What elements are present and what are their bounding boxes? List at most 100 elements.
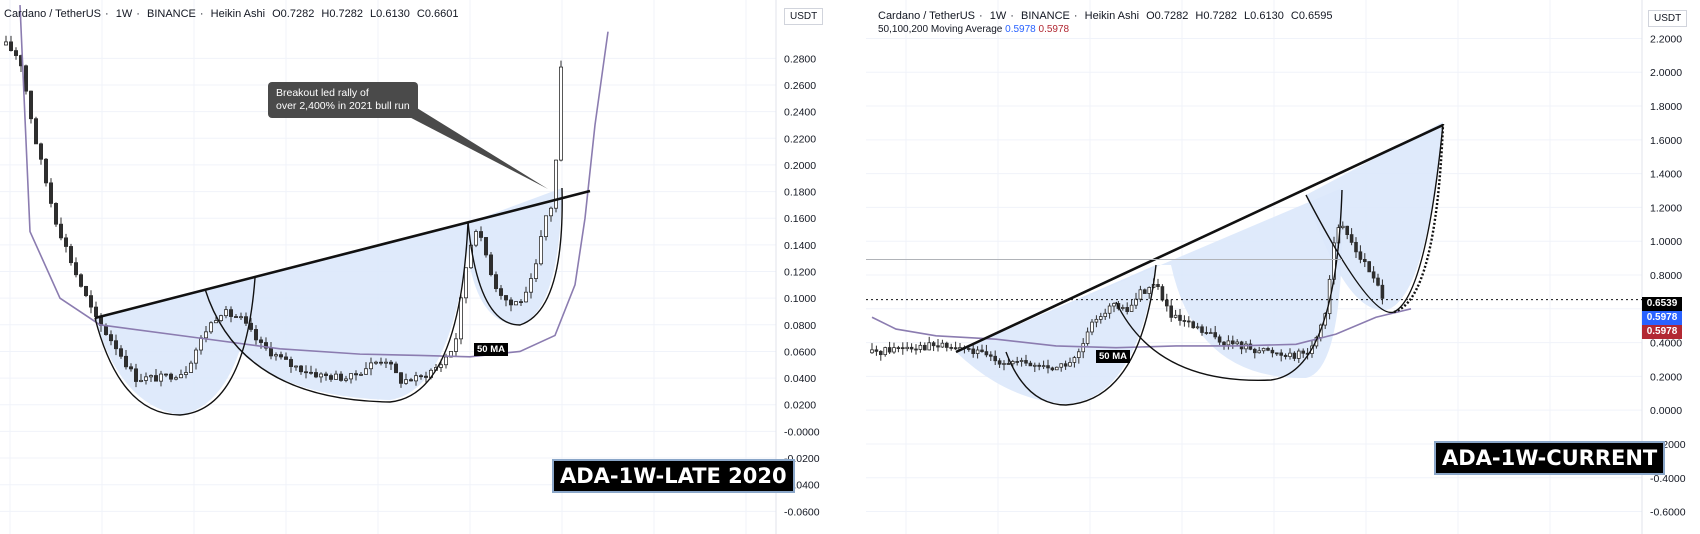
candle-body [168,373,173,380]
candle-body [914,348,918,351]
candle-body [323,373,328,376]
candle-body [258,339,263,343]
candle-body [443,356,448,366]
candle-body [1015,361,1020,363]
candle-body [1376,277,1380,286]
candle-body [534,263,539,279]
interval-label[interactable]: 1W [989,10,1007,22]
callout-line-2: over 2,400% in 2021 bull run [276,100,410,112]
candle-body [109,334,114,342]
candle-body [967,348,971,350]
candle-body [1010,361,1015,365]
ma-50-tag: 50 MA [474,343,508,356]
open-value: O0.7282 [1146,10,1189,22]
symbol-label: Cardano / TetherUS [878,10,976,22]
candle-body [178,374,183,379]
candle-body [1217,336,1222,343]
candle-body [940,342,945,348]
y-tick-label: 0.1200 [784,267,816,279]
projected-cup-arc [1393,123,1445,314]
candle-body [1208,332,1213,334]
y-tick-label: 0.2600 [784,80,816,92]
candle-body [1279,352,1283,356]
ma-indicator-header[interactable]: 50,100,200 Moving Average 0.5978 0.5978 [878,24,1069,35]
candle-body [8,41,13,52]
candle-body [23,65,28,92]
y-tick-label: 0.2200 [784,133,816,145]
y-tick-label: 0.4000 [1650,338,1682,350]
y-tick-label: 0.8000 [1650,270,1682,282]
candle-body [54,203,59,225]
candle-body [549,207,554,217]
candle-body [1098,316,1103,320]
y-tick-label: -0.6000 [1650,507,1686,519]
candle-body [1160,286,1165,301]
candle-body [1024,360,1028,364]
candle-body [408,379,413,382]
candle-body [44,158,49,184]
breakout-callout: Breakout led rally of over 2,400% in 202… [268,82,418,118]
candle-body [883,347,887,356]
candle-body [308,371,313,374]
candle-body [1274,352,1279,355]
candle-body [503,295,508,301]
candle-body [188,362,193,373]
y-tick-label: 0.2400 [784,107,816,119]
candle-body [1085,331,1090,344]
candle-body [1367,261,1371,273]
candle-body [388,361,393,365]
candle-body [1296,350,1301,359]
candle-body [1032,364,1037,367]
symbol-label: Cardano / TetherUS [4,8,102,20]
candle-body [119,348,124,357]
candle-body [1186,320,1191,323]
candle-body [343,378,348,381]
left-chart-svg[interactable]: 0.2800 0.2600 0.2400 0.2200 0.2000 0.1800 0.16… [0,0,838,534]
y-tick-label: 1.4000 [1650,169,1682,181]
low-value: L0.6130 [1244,10,1284,22]
cup-arc [467,187,563,326]
candle-body [268,347,273,357]
candle-body [997,360,1002,365]
candle-body [1292,352,1297,359]
candle-body [1169,305,1173,318]
candle-body [878,350,883,356]
candle-body [94,306,99,317]
candle-body [1068,362,1072,367]
candle-body [1182,320,1187,322]
candle-body [1037,364,1042,367]
candle-body [1059,363,1064,368]
right-chart-svg[interactable]: 2.2000 2.0000 1.8000 1.6000 1.4000 1.2000 1.00… [866,0,1700,534]
candle-body [74,262,79,276]
candle-body [1301,350,1305,354]
candle-body [529,278,534,293]
candle-body [158,373,163,382]
candle-body [318,373,323,378]
y-tick-label: -0.0600 [784,506,820,518]
candle-body [238,316,243,319]
candle-body [84,285,89,297]
candle-body [69,246,74,264]
y-tick-label: 0.0200 [784,400,816,412]
candle-body [901,347,905,350]
right-chart-panel: 2.2000 2.0000 1.8000 1.6000 1.4000 1.2000 1.00… [866,0,1700,534]
candle-body [203,331,208,339]
candle-body [213,320,218,324]
candle-body [1371,271,1376,279]
chart-title-tag: ADA-1W-CURRENT [1434,441,1666,475]
left-chart-panel: 0.2800 0.2600 0.2400 0.2200 0.2000 0.1800 0.16… [0,0,838,534]
low-value: L0.6130 [370,8,410,20]
candle-body [273,354,278,357]
interval-label[interactable]: 1W [115,8,133,20]
candle-body [524,291,529,303]
candle-body [1230,340,1235,345]
currency-label[interactable]: USDT [784,8,824,25]
currency-label[interactable]: USDT [1648,10,1688,27]
high-value: H0.7282 [321,8,363,20]
candle-body [1054,366,1059,371]
neckline-trendline [955,123,1444,354]
candle-body [403,379,408,384]
candle-body [1081,343,1086,353]
pattern-fill [956,188,1343,379]
candle-body [519,301,524,303]
